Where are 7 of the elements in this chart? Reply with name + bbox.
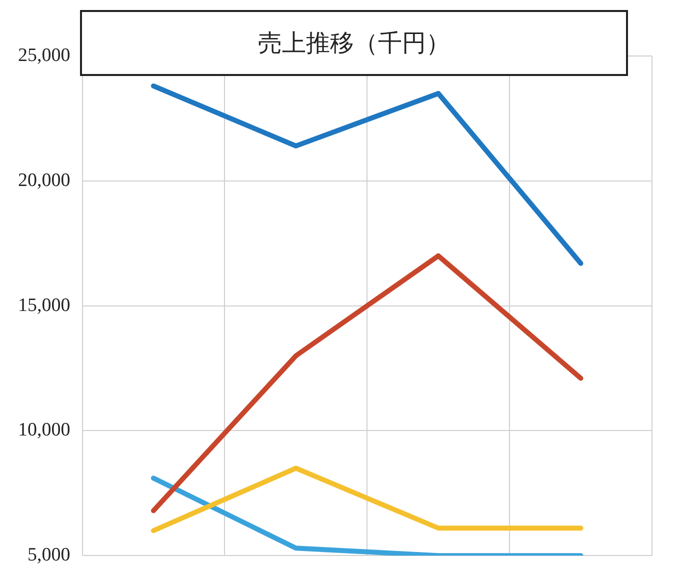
y-tick-label: 10,000 xyxy=(18,420,70,441)
y-tick-label: 15,000 xyxy=(18,294,70,316)
title-frame: 売上推移（千円） xyxy=(80,10,628,76)
y-tick-label: 25,000 xyxy=(18,44,70,66)
y-tick-label: 5,000 xyxy=(28,544,70,566)
chart-title: 売上推移（千円） xyxy=(258,28,450,59)
y-tick-label: 20,000 xyxy=(18,170,70,191)
